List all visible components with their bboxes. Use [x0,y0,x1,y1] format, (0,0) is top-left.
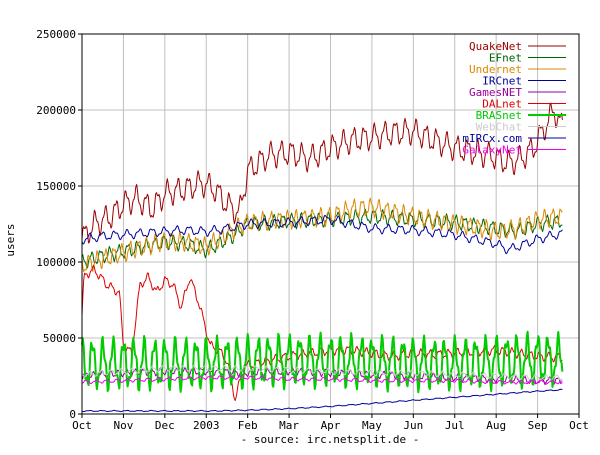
legend-label: Undernet [469,63,522,76]
x-tick-label: Mar [279,419,299,432]
legend-label: WebChat [476,121,522,134]
legend-label: IRCnet [482,75,522,88]
x-tick-label: Apr [321,419,341,432]
gridlines [82,34,579,414]
series-line-ircnet [81,214,563,255]
x-tick-label: Nov [113,419,133,432]
x-tick-label: Oct [569,419,589,432]
y-tick-label: 200000 [36,104,76,117]
legend-label: QuakeNet [469,40,522,53]
y-axis-ticks: 0 50000 100000 150000 200000 250000 [36,28,82,421]
series-line-mircx-com [81,388,563,413]
y-tick-label: 100000 [36,256,76,269]
legend: QuakeNetEFnetUndernetIRCnetGamesNETDALne… [462,40,566,157]
x-tick-label: Dec [155,419,175,432]
y-tick-label: 250000 [36,28,76,41]
series-line-brasnet [81,330,564,394]
series-line-undernet [81,197,563,273]
legend-label: GamesNET [469,86,522,99]
x-tick-label: Aug [486,419,506,432]
legend-label: BRASnet [476,109,522,122]
x-tick-label: Oct [72,419,92,432]
y-tick-label: 0 [69,408,76,421]
y-tick-label: 150000 [36,180,76,193]
series-layer [81,102,564,413]
x-tick-label: May [362,419,382,432]
x-tick-label: Feb [238,419,258,432]
x-tick-label: 2003 [193,419,220,432]
x-axis-label: - source: irc.netsplit.de - [241,433,420,446]
series-line-galaxynet [82,375,563,385]
x-axis-ticks: Oct Nov Dec 2003 Feb Mar Apr May Jun Jul Aug Sep Oct [72,414,589,432]
x-tick-label: Sep [528,419,548,432]
series-line-quakenet [81,102,563,244]
legend-label: EFnet [489,52,522,65]
legend-label: GalaxyNet [462,144,522,157]
legend-label: mIRCx.com [462,132,522,145]
y-axis-label: users [4,223,17,256]
x-tick-label: Jul [445,419,465,432]
y-tick-label: 50000 [43,332,76,345]
series-line-webchat [81,364,563,381]
legend-label: DALnet [482,98,522,111]
x-tick-label: Jun [403,419,423,432]
